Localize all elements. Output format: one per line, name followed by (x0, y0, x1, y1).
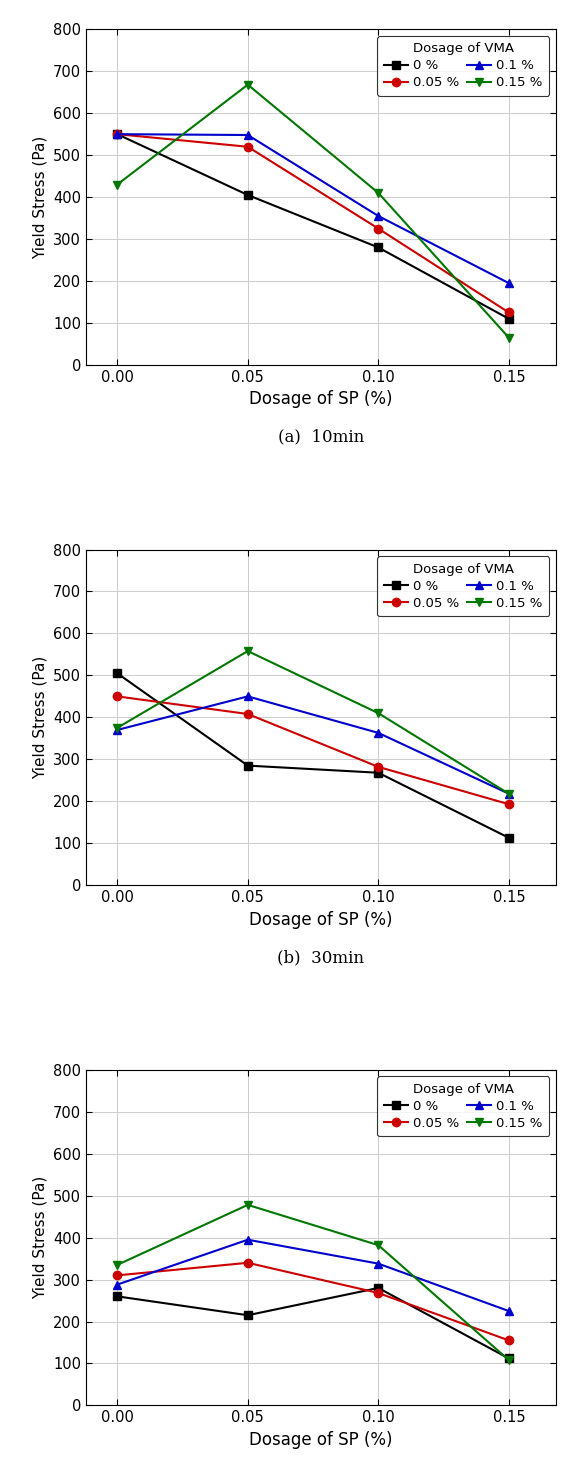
Line: 0.05 %: 0.05 % (113, 1259, 513, 1344)
Legend: 0 %, 0.05 %, 0.1 %, 0.15 %: 0 %, 0.05 %, 0.1 %, 0.15 % (378, 556, 549, 616)
X-axis label: Dosage of SP (%): Dosage of SP (%) (249, 391, 393, 408)
Line: 0 %: 0 % (113, 1284, 513, 1363)
0.15 % (375, 184, 382, 202)
X-axis label: Dosage of SP (%): Dosage of SP (%) (249, 1430, 393, 1449)
Line: 0.1 %: 0.1 % (113, 692, 513, 798)
0 % (114, 1287, 121, 1304)
Line: 0.15 %: 0.15 % (113, 81, 513, 341)
0 % (114, 665, 121, 682)
Line: 0.15 %: 0.15 % (113, 647, 513, 798)
0.05 % (505, 1332, 512, 1350)
Text: (b)  30min: (b) 30min (277, 949, 364, 966)
0.05 % (244, 706, 251, 723)
0.05 % (114, 1266, 121, 1284)
0.05 % (114, 688, 121, 706)
0.05 % (505, 303, 512, 321)
Legend: 0 %, 0.05 %, 0.1 %, 0.15 %: 0 %, 0.05 %, 0.1 %, 0.15 % (378, 37, 549, 97)
0.05 % (375, 1284, 382, 1301)
Legend: 0 %, 0.05 %, 0.1 %, 0.15 %: 0 %, 0.05 %, 0.1 %, 0.15 % (378, 1076, 549, 1136)
Line: 0.15 %: 0.15 % (113, 1200, 513, 1364)
0 % (114, 126, 121, 143)
Line: 0.1 %: 0.1 % (113, 130, 513, 287)
0 % (244, 1306, 251, 1323)
X-axis label: Dosage of SP (%): Dosage of SP (%) (249, 911, 393, 928)
Line: 0.05 %: 0.05 % (113, 130, 513, 316)
Text: (a)  10min: (a) 10min (278, 429, 364, 445)
Y-axis label: Yield Stress (Pa): Yield Stress (Pa) (33, 136, 48, 259)
0.1 % (505, 1303, 512, 1321)
0.05 % (114, 126, 121, 143)
0.05 % (505, 795, 512, 813)
0.1 % (505, 274, 512, 291)
0.1 % (244, 688, 251, 706)
0.15 % (244, 643, 251, 660)
0 % (375, 764, 382, 782)
0.15 % (114, 1256, 121, 1274)
0 % (375, 239, 382, 256)
0.05 % (244, 1255, 251, 1272)
0.15 % (114, 176, 121, 193)
0.1 % (114, 1275, 121, 1293)
0 % (505, 829, 512, 846)
0.15 % (244, 1196, 251, 1214)
0.15 % (505, 329, 512, 347)
0 % (505, 1350, 512, 1367)
Line: 0 %: 0 % (113, 130, 513, 324)
0 % (375, 1280, 382, 1297)
0.1 % (114, 722, 121, 739)
0.05 % (375, 220, 382, 237)
0.1 % (244, 1231, 251, 1249)
0.15 % (375, 704, 382, 722)
0 % (505, 310, 512, 328)
0.1 % (505, 785, 512, 802)
Line: 0.05 %: 0.05 % (113, 692, 513, 808)
0.05 % (375, 758, 382, 776)
0 % (244, 757, 251, 774)
0.15 % (505, 1351, 512, 1369)
0.1 % (114, 126, 121, 143)
0.15 % (505, 785, 512, 802)
0.1 % (244, 126, 251, 143)
0 % (244, 186, 251, 203)
0.15 % (244, 76, 251, 94)
0.1 % (375, 1255, 382, 1272)
Y-axis label: Yield Stress (Pa): Yield Stress (Pa) (33, 656, 48, 779)
0.15 % (114, 719, 121, 736)
0.05 % (244, 138, 251, 155)
0.15 % (375, 1237, 382, 1255)
0.1 % (375, 208, 382, 225)
Y-axis label: Yield Stress (Pa): Yield Stress (Pa) (33, 1176, 48, 1299)
Line: 0 %: 0 % (113, 669, 513, 842)
Line: 0.1 %: 0.1 % (113, 1236, 513, 1315)
0.1 % (375, 725, 382, 742)
